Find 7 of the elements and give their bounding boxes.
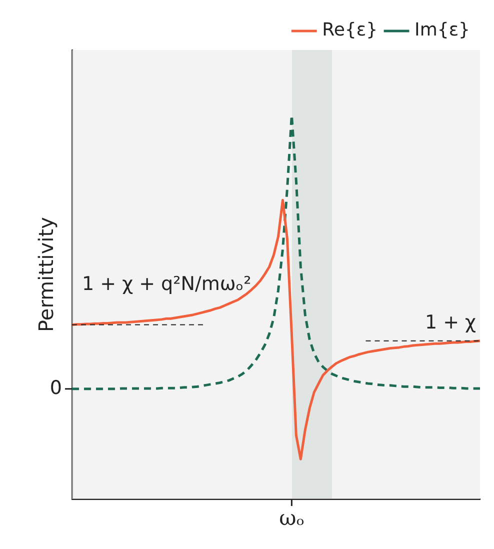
text: 0 [50,376,62,399]
y-axis-title: Permittivity [34,216,58,332]
legend-label: Im{ε} [414,20,470,41]
annotation: 1 + χ [424,311,476,334]
text: ωₒ [279,506,304,530]
annotation: 1 + χ + q²N/mωₒ² [82,273,252,296]
legend-label: Re{ε} [322,20,378,41]
